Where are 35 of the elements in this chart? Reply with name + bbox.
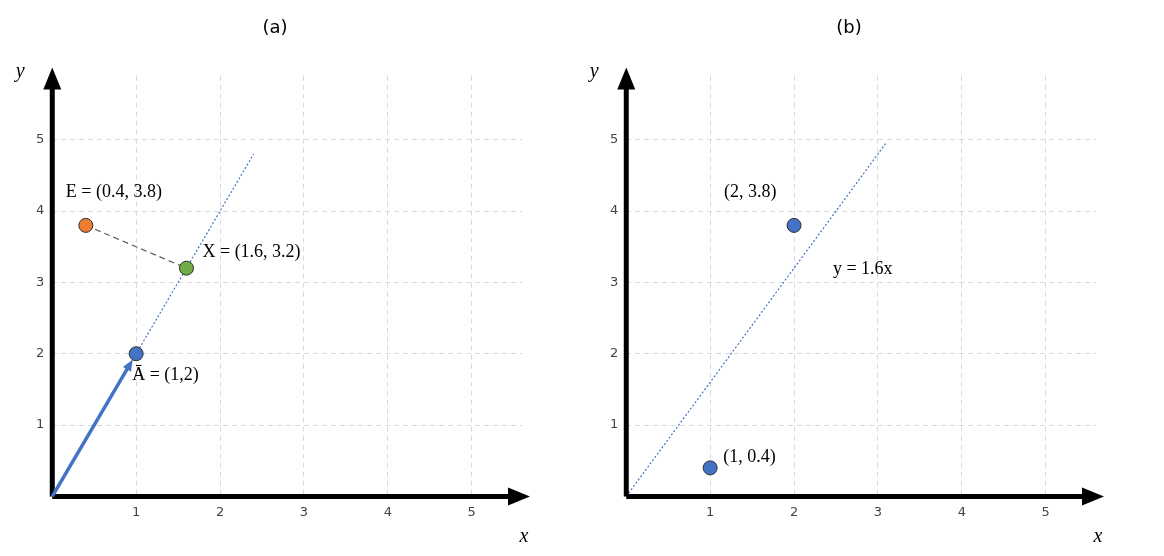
x-tick-label: 3: [873, 503, 883, 519]
point: [78, 217, 94, 233]
y-tick-label: 5: [35, 131, 45, 147]
x-axis-title: x: [518, 523, 529, 546]
x-tick-label: 2: [789, 503, 799, 519]
y-tick-label: 1: [35, 416, 45, 432]
x-tick-label: 5: [467, 503, 476, 519]
y-tick-label: 3: [35, 273, 45, 289]
x-tick-label: 3: [299, 503, 309, 519]
x-tick-label: 1: [706, 503, 715, 519]
x-tick-label: 4: [383, 503, 392, 519]
x-tick-label: 2: [215, 503, 225, 519]
x-tick-label: 5: [1041, 503, 1050, 519]
annotation: (1, 0.4): [723, 445, 776, 467]
y-axis-title: y: [587, 58, 599, 82]
y-tick-label: 1: [609, 416, 619, 432]
y-tick-label: 5: [609, 131, 619, 147]
annotation: X = (1.6, 3.2): [202, 240, 301, 262]
x-tick-label: 4: [957, 503, 966, 519]
y-tick-label: 2: [35, 345, 45, 361]
annotation: (2, 3.8): [724, 181, 777, 203]
annotation: Ā = (1,2): [132, 364, 199, 386]
x-tick-label: 1: [132, 503, 141, 519]
y-tick-label: 4: [35, 202, 45, 218]
y-axis-title: y: [13, 58, 25, 82]
point: [178, 260, 194, 276]
x-axis-title: x: [1092, 523, 1103, 546]
annotation: E = (0.4, 3.8): [65, 181, 162, 203]
point: [128, 346, 144, 362]
annotation: y = 1.6x: [832, 257, 893, 278]
y-tick-label: 3: [609, 273, 619, 289]
y-tick-label: 4: [609, 202, 619, 218]
y-tick-label: 2: [609, 345, 619, 361]
chart-title: (a): [262, 16, 288, 38]
chart-title: (b): [836, 16, 862, 38]
